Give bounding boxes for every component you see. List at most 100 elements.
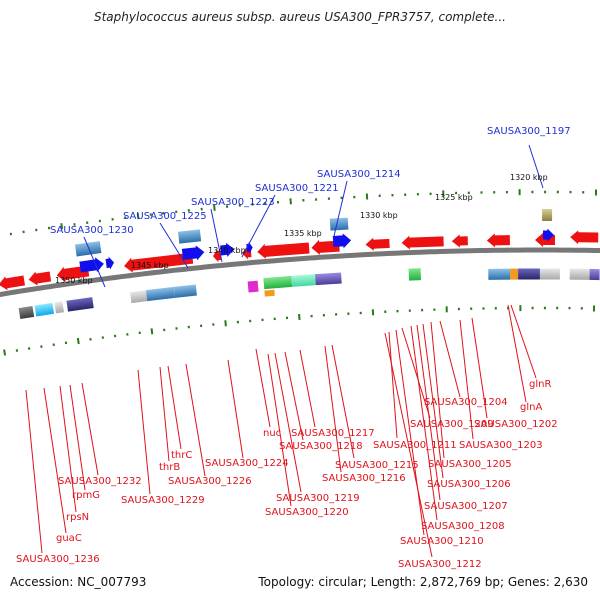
gene-label-sausa300-1206[interactable]: SAUSA300_1206 bbox=[427, 479, 511, 490]
leader-line-red bbox=[167, 365, 182, 450]
gene-label-guac[interactable]: guaC bbox=[56, 533, 82, 544]
gene-label-sausa300-1224[interactable]: SAUSA300_1224 bbox=[205, 458, 289, 469]
tick-outer bbox=[213, 204, 216, 211]
gene-label-sausa300-1215[interactable]: SAUSA300_1215 bbox=[335, 460, 419, 471]
gene-label-rpmg[interactable]: rpmG bbox=[72, 490, 100, 501]
gene-label-sausa300-1205[interactable]: SAUSA300_1205 bbox=[428, 459, 512, 470]
tick-inner bbox=[15, 349, 19, 352]
accession-text: Accession: NC_007793 bbox=[10, 575, 147, 589]
scale-label-1340: 1340 kbp bbox=[208, 246, 246, 255]
gene-label-sausa300-1236[interactable]: SAUSA300_1236 bbox=[16, 554, 100, 565]
tick-outer bbox=[378, 194, 381, 198]
tick-inner bbox=[384, 310, 387, 313]
cog-box bbox=[315, 272, 342, 286]
gene-label-sausa300-1212[interactable]: SAUSA300_1212 bbox=[398, 559, 482, 570]
gene-label-sausa300-1204[interactable]: SAUSA300_1204 bbox=[424, 397, 508, 408]
leader-line-red bbox=[274, 352, 302, 493]
tick-inner bbox=[335, 313, 338, 316]
tick-outer bbox=[340, 196, 343, 200]
gene-label-sausa300-1221[interactable]: SAUSA300_1221 bbox=[255, 183, 339, 194]
gene-label-sausa300-1230[interactable]: SAUSA300_1230 bbox=[50, 225, 134, 236]
gene-label-sausa300-1217[interactable]: SAUSA300_1217 bbox=[291, 428, 375, 439]
gene-label-sausa300-1214[interactable]: SAUSA300_1214 bbox=[317, 169, 401, 180]
tick-inner bbox=[531, 306, 534, 310]
cog-box bbox=[18, 305, 35, 320]
tick-inner bbox=[445, 306, 448, 313]
minus-gene-cluster bbox=[257, 242, 310, 259]
backbone-arc bbox=[0, 247, 600, 298]
gene-features bbox=[0, 208, 600, 320]
tick-inner bbox=[64, 341, 68, 345]
cog-box bbox=[408, 268, 422, 281]
gene-label-sausa300-1216[interactable]: SAUSA300_1216 bbox=[322, 473, 406, 484]
gene-label-sausa300-1223[interactable]: SAUSA300_1223 bbox=[191, 197, 275, 208]
tick-outer bbox=[480, 191, 483, 194]
gene-label-glna[interactable]: glnA bbox=[520, 402, 542, 413]
tick-outer bbox=[289, 198, 292, 205]
tick-inner bbox=[187, 325, 190, 329]
plus-gene bbox=[105, 256, 115, 270]
gene-label-thrb[interactable]: thrB bbox=[159, 462, 180, 473]
gene-label-thrc[interactable]: thrC bbox=[171, 450, 192, 461]
leader-line-red bbox=[69, 384, 86, 491]
gene-label-sausa300-1226[interactable]: SAUSA300_1226 bbox=[168, 476, 252, 487]
tick-inner bbox=[163, 328, 166, 332]
tick-outer bbox=[9, 232, 13, 236]
tick-outer bbox=[442, 190, 445, 197]
tick-inner bbox=[101, 336, 104, 339]
leader-line-red bbox=[395, 329, 425, 536]
gene-label-sausa300-1209[interactable]: SAUSA300_1209 bbox=[410, 419, 494, 430]
gene-label-sausa300-1210[interactable]: SAUSA300_1210 bbox=[400, 536, 484, 547]
tick-inner bbox=[568, 306, 571, 310]
tick-inner bbox=[371, 309, 375, 316]
cog-box bbox=[518, 268, 541, 280]
gene-label-sausa300-1211[interactable]: SAUSA300_1211 bbox=[373, 440, 457, 451]
tick-outer bbox=[391, 193, 394, 197]
tick-outer bbox=[238, 204, 241, 207]
gene-label-sausa300-1202[interactable]: SAUSA300_1202 bbox=[474, 419, 558, 430]
leader-line-red bbox=[507, 304, 527, 403]
gene-label-sausa300-1207[interactable]: SAUSA300_1207 bbox=[424, 501, 508, 512]
gene-label-sausa300-1229[interactable]: SAUSA300_1229 bbox=[121, 495, 205, 506]
gene-label-sausa300-1197[interactable]: SAUSA300_1197 bbox=[487, 126, 571, 137]
leader-line-red bbox=[43, 387, 67, 534]
tick-outer bbox=[175, 210, 178, 214]
tick-outer bbox=[518, 189, 521, 196]
gene-label-sausa300-1203[interactable]: SAUSA300_1203 bbox=[459, 440, 543, 451]
cog-box bbox=[539, 268, 560, 280]
gene-label-sausa300-1232[interactable]: SAUSA300_1232 bbox=[58, 476, 142, 487]
tick-inner bbox=[199, 324, 203, 328]
minus-gene bbox=[486, 233, 510, 248]
tick-outer bbox=[353, 195, 356, 199]
tick-inner bbox=[470, 307, 473, 310]
leader-line-red bbox=[401, 327, 431, 419]
gene-label-glnr[interactable]: glnR bbox=[529, 379, 551, 390]
gene-label-sausa300-1218[interactable]: SAUSA300_1218 bbox=[279, 441, 363, 452]
gene-label-nuc[interactable]: nuc bbox=[263, 428, 281, 439]
leader-line-red bbox=[227, 359, 244, 459]
plus-gene bbox=[220, 242, 235, 257]
leader-line-red bbox=[388, 331, 398, 439]
cog-box bbox=[263, 275, 293, 290]
gene-label-sausa300-1225[interactable]: SAUSA300_1225 bbox=[123, 211, 207, 222]
tick-outer bbox=[404, 193, 407, 196]
tick-inner bbox=[175, 327, 178, 330]
gene-label-sausa300-1220[interactable]: SAUSA300_1220 bbox=[265, 507, 349, 518]
gene-label-rpsn[interactable]: rpsN bbox=[66, 512, 89, 523]
tick-inner bbox=[76, 337, 80, 345]
leader-line-red bbox=[159, 366, 170, 462]
plus-gene bbox=[79, 257, 104, 273]
leader-line-blue bbox=[241, 194, 276, 258]
tick-outer bbox=[544, 190, 547, 194]
tick-inner bbox=[3, 349, 7, 356]
tick-outer bbox=[225, 205, 229, 208]
minus-gene-cluster bbox=[365, 237, 390, 251]
map-title: Staphylococcus aureus subsp. aureus USA3… bbox=[93, 10, 506, 24]
tick-inner bbox=[347, 312, 350, 315]
gene-label-sausa300-1219[interactable]: SAUSA300_1219 bbox=[276, 493, 360, 504]
leader-line-red bbox=[81, 382, 99, 476]
tick-inner bbox=[126, 333, 129, 336]
tick-outer bbox=[136, 213, 140, 220]
tick-outer bbox=[200, 207, 203, 211]
gene-label-sausa300-1208[interactable]: SAUSA300_1208 bbox=[421, 521, 505, 532]
